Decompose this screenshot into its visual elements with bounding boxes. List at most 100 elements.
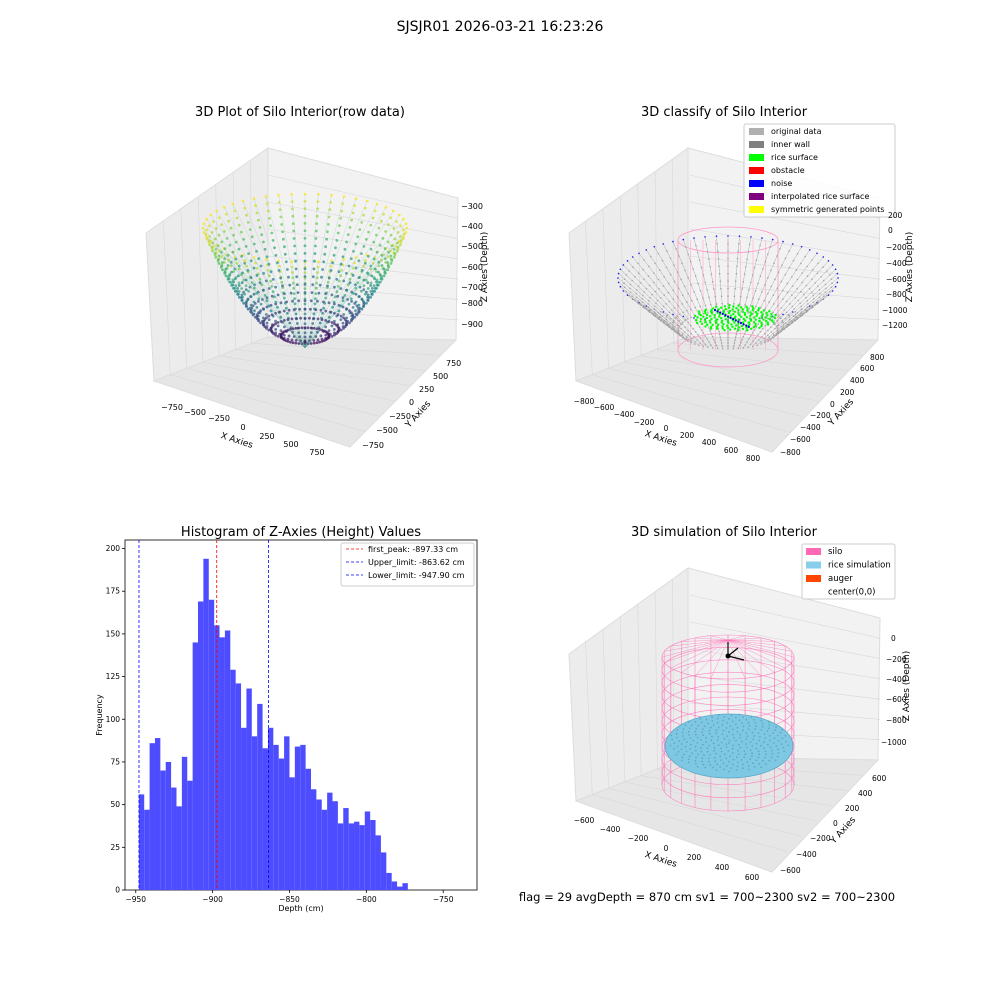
rice-simulation-point — [728, 742, 730, 744]
raw-data-point — [245, 264, 248, 268]
simulation-legend-frame — [801, 543, 896, 600]
legend-label: center(0,0) — [828, 588, 876, 598]
raw-3d-panel: 3D Plot of Silo Interior(row data) −750 … — [145, 105, 490, 457]
raw-xtick: 250 — [259, 432, 274, 441]
raw-data-point — [265, 255, 269, 259]
raw-data-point — [270, 231, 274, 235]
classify-point-cloud — [617, 235, 839, 350]
simulation-ytick: −200 — [810, 834, 831, 843]
raw-data-point — [292, 237, 296, 240]
inner-wall-line — [747, 239, 773, 313]
raw-data-point — [357, 259, 361, 263]
raw-data-point — [326, 223, 330, 226]
raw-data-point — [274, 322, 277, 326]
raw-data-point — [257, 300, 260, 303]
raw-point-column — [304, 219, 404, 349]
raw-data-point — [343, 247, 347, 251]
rice-surface-point — [770, 319, 774, 322]
raw-data-point — [264, 258, 268, 261]
rice-surface-point — [750, 312, 753, 316]
raw-point-column — [210, 214, 306, 349]
rice-surface-point — [749, 311, 752, 314]
raw-data-point — [265, 321, 269, 325]
rice-surface-point — [757, 307, 761, 310]
histogram-bar — [284, 736, 290, 890]
raw-point-column — [304, 254, 368, 349]
raw-data-point — [310, 291, 314, 294]
raw-data-point — [365, 290, 368, 294]
rice-simulation-point — [775, 745, 778, 747]
raw-data-point — [284, 260, 288, 264]
raw-data-point — [315, 281, 319, 285]
histogram-bar — [144, 809, 150, 890]
raw-data-point — [346, 233, 350, 237]
rice-surface-point — [715, 327, 719, 330]
rice-simulation-point — [681, 756, 684, 759]
raw-point-column — [304, 251, 378, 349]
raw-data-point — [355, 304, 359, 308]
raw-data-point — [266, 268, 270, 272]
rice-simulation-point — [764, 750, 767, 753]
simulation-ztick: −400 — [886, 675, 907, 684]
raw-data-point — [265, 316, 268, 320]
inner-wall-line — [776, 269, 836, 327]
raw-data-point — [265, 305, 269, 309]
raw-data-point — [360, 252, 363, 256]
raw-data-point — [232, 233, 236, 237]
raw-data-point — [267, 314, 271, 318]
raw-data-point — [247, 252, 251, 256]
raw-data-point — [229, 260, 233, 264]
legend-swatch — [806, 548, 821, 555]
rice-surface-point — [699, 320, 702, 323]
rice-simulation-point — [739, 733, 741, 736]
rice-simulation-point — [745, 743, 747, 745]
rice-simulation-point — [735, 756, 738, 758]
raw-data-point — [350, 319, 353, 323]
raw-data-point — [298, 307, 301, 311]
raw-ytick: 750 — [446, 359, 461, 368]
rice-simulation-point — [758, 739, 761, 742]
raw-data-point — [312, 312, 316, 316]
raw-data-point — [318, 340, 321, 344]
noise-point — [747, 325, 750, 328]
raw-data-point — [384, 257, 387, 261]
inner-wall-line — [672, 314, 704, 347]
raw-data-point — [308, 339, 311, 342]
raw-ytick: −500 — [376, 426, 398, 435]
raw-data-point — [371, 261, 375, 265]
rice-simulation-point — [694, 749, 697, 752]
gridline — [267, 174, 459, 219]
rice-simulation-point — [696, 765, 699, 768]
raw-data-point — [227, 219, 231, 223]
raw-data-point — [227, 258, 231, 262]
rice-simulation-point — [758, 763, 761, 765]
raw-data-point — [354, 286, 358, 290]
raw-data-point — [244, 302, 248, 306]
raw-data-point — [362, 278, 366, 282]
rice-simulation-point — [755, 725, 757, 727]
raw-data-point — [242, 237, 246, 241]
raw-data-point — [240, 254, 244, 258]
raw-data-point — [316, 338, 320, 342]
raw-data-point — [233, 209, 237, 213]
raw-data-point — [254, 261, 257, 265]
rice-surface-point — [741, 327, 745, 331]
simulation-xtick: 200 — [687, 853, 702, 862]
y-tick-label: 125 — [106, 672, 121, 681]
rice-simulation-point — [682, 735, 684, 737]
raw-data-point — [379, 274, 382, 277]
raw-data-point — [366, 281, 370, 285]
raw-data-point — [230, 270, 234, 274]
raw-data-point — [395, 241, 399, 245]
raw-data-point — [248, 228, 252, 232]
raw-data-point — [366, 271, 369, 275]
raw-data-point — [327, 333, 331, 337]
rice-simulation-point — [755, 759, 758, 762]
raw-data-point — [348, 281, 352, 285]
rice-surface-point — [712, 307, 715, 310]
raw-data-point — [369, 281, 373, 285]
raw-data-point — [393, 237, 397, 241]
raw-data-point — [288, 283, 292, 287]
rice-simulation-point — [687, 758, 690, 761]
raw-data-point — [399, 239, 403, 243]
